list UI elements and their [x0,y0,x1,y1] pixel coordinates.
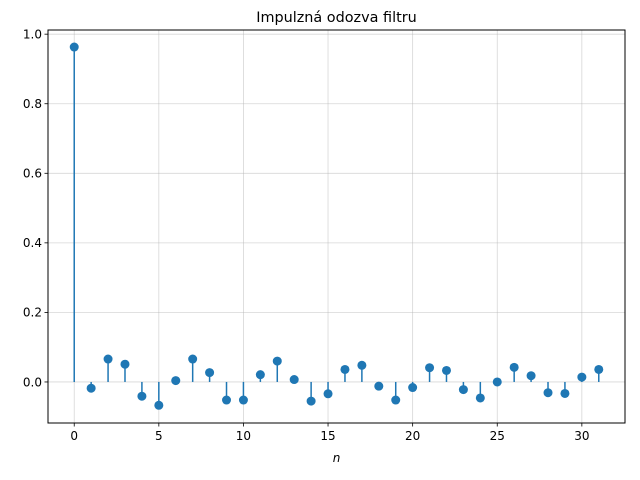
stem-marker [408,383,418,393]
stem-marker [340,364,350,374]
stem-marker [272,356,282,366]
stem-marker [374,381,384,391]
stem-marker [357,360,367,370]
stem-marker [205,368,215,378]
stem-marker [120,359,130,369]
stem-marker [289,375,299,385]
stem-marker [577,372,587,382]
stem-marker [306,396,316,406]
stem-marker [458,385,468,395]
y-tick-label: 1.0 [23,27,42,41]
stem-marker [560,388,570,398]
stem-marker [594,364,604,374]
grid-lines [48,30,625,423]
stem-marker [475,393,485,403]
y-tick-label: 0.6 [23,167,42,181]
y-tick-label: 0.8 [23,97,42,111]
x-tick-label: 10 [236,429,251,443]
y-tick-label: 0.0 [23,375,42,389]
y-tick-label: 0.2 [23,306,42,320]
stem-marker [137,391,147,401]
stem-marker [526,371,536,381]
stem-marker [391,395,401,405]
plot-frame [47,29,626,424]
stem-marker [171,376,181,386]
stem-marker [222,395,232,405]
stem-marker [543,388,553,398]
y-axis-ticks: 0.0 0.2 0.4 0.6 0.8 1.0 [23,27,48,389]
x-axis-ticks: 0 5 10 15 20 25 30 [70,423,589,443]
x-tick-label: 30 [574,429,589,443]
stem-marker [425,363,435,373]
stem-marker [238,395,248,405]
stem-marker [188,354,198,364]
stem-marker [154,400,164,410]
x-tick-label: 20 [405,429,420,443]
stem-markers [69,42,604,410]
stem-marker [492,377,502,387]
stem-marker [323,389,333,399]
stem-marker [103,354,113,364]
chart-title: Impulzná odozva filtru [256,10,417,26]
y-tick-label: 0.4 [23,236,42,250]
x-axis-label: n [333,451,341,465]
stem-marker [441,365,451,375]
stem-marker [69,42,79,52]
x-tick-label: 15 [320,429,335,443]
x-tick-label: 25 [490,429,505,443]
x-tick-label: 0 [70,429,78,443]
x-tick-label: 5 [155,429,163,443]
stem-marker [255,370,265,380]
stem-marker [509,362,519,372]
stem-marker [86,383,96,393]
